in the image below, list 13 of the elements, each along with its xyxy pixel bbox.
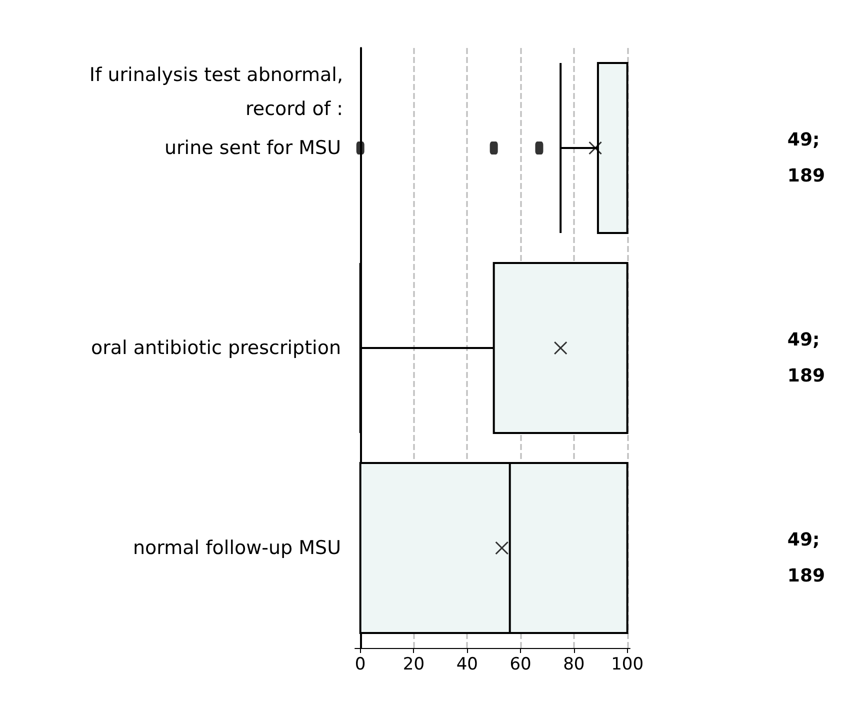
x-tick-label: 0 [354,654,366,674]
x-tick-label: 20 [402,654,425,674]
x-tick-label: 40 [456,654,478,674]
text: 49; 189 [787,530,826,586]
y-tick-label: normal follow-up MSU [132,537,341,559]
x-tick-label: 60 [510,654,532,674]
text: 49; 189 [787,330,826,386]
x-tick-label: 100 [611,654,644,674]
text: 49; 189 [787,130,826,186]
y-tick-label: oral antibiotic prescription [90,337,341,359]
text: If urinalysis test abnormal, record of : [89,64,343,120]
y-tick-label: urine sent for MSU [164,137,341,159]
x-tick-label: 80 [563,654,585,674]
